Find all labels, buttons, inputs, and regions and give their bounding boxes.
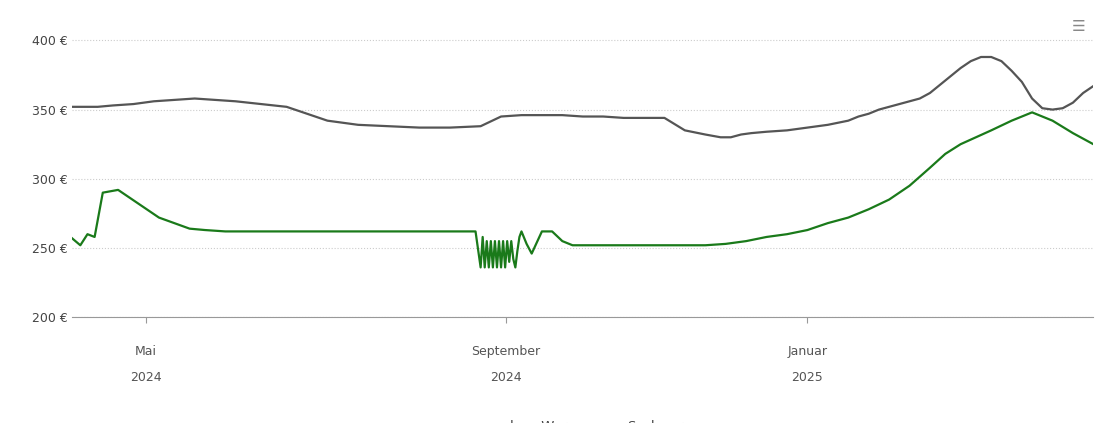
- Text: Mai: Mai: [134, 345, 157, 358]
- Text: Januar: Januar: [787, 345, 827, 358]
- Text: 2024: 2024: [130, 371, 161, 384]
- Text: 2025: 2025: [791, 371, 824, 384]
- Text: ☰: ☰: [1072, 19, 1086, 34]
- Text: 2024: 2024: [491, 371, 522, 384]
- Legend: lose Ware, Sackware: lose Ware, Sackware: [470, 415, 696, 423]
- Text: September: September: [472, 345, 541, 358]
